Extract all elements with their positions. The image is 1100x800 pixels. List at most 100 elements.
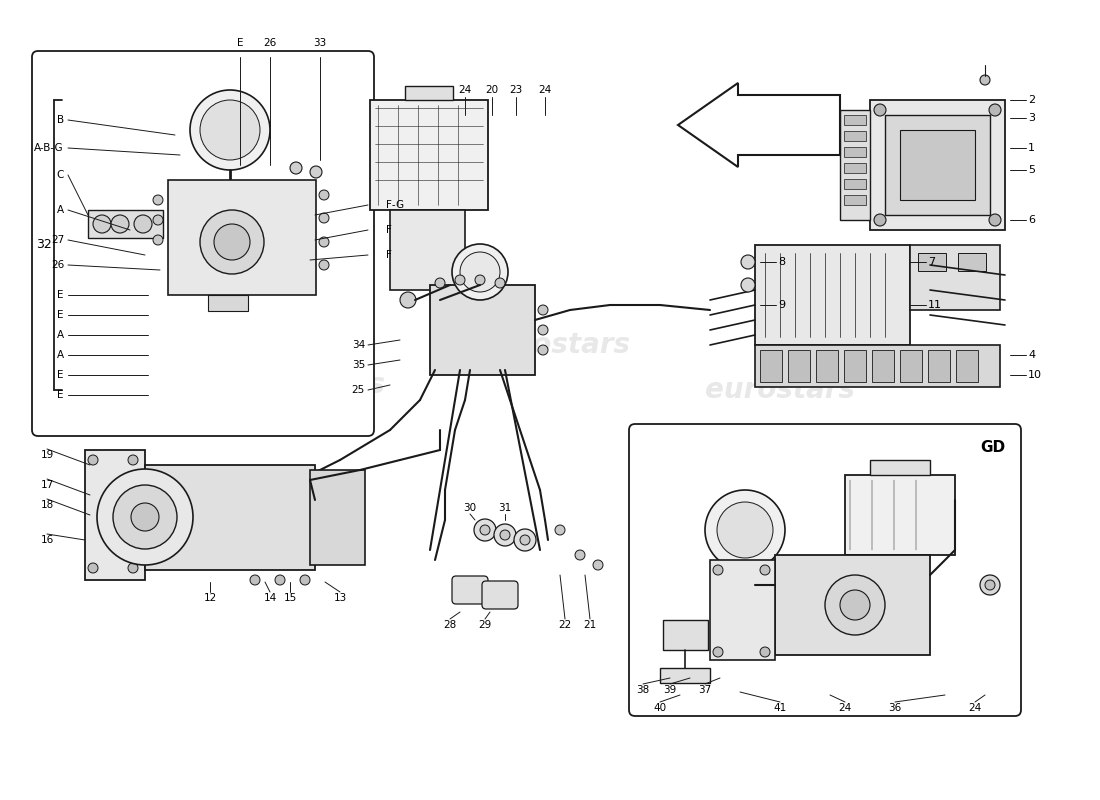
Text: 26: 26 [263,38,276,48]
Text: 10: 10 [1028,370,1042,380]
Circle shape [713,647,723,657]
Circle shape [520,535,530,545]
Bar [840,110,870,220]
Circle shape [495,278,505,288]
Text: B: B [57,115,64,125]
Text: 2: 2 [1028,95,1035,105]
Bar [710,560,776,660]
Text: 11: 11 [928,300,942,310]
Polygon shape [678,83,840,167]
Text: 30: 30 [463,503,476,513]
Text: 33: 33 [314,38,327,48]
Circle shape [989,214,1001,226]
Circle shape [317,521,333,537]
Bar [390,210,465,290]
Bar [844,195,866,205]
Circle shape [825,575,886,635]
Text: 6: 6 [1028,215,1035,225]
Circle shape [989,104,1001,116]
Circle shape [153,235,163,245]
Bar [727,588,763,606]
Circle shape [128,563,138,573]
Circle shape [874,214,886,226]
Circle shape [480,525,490,535]
Text: E: E [236,38,243,48]
Bar [900,350,922,382]
Circle shape [741,255,755,269]
Circle shape [760,565,770,575]
Bar [85,450,145,580]
Circle shape [741,278,755,292]
Bar [405,86,453,100]
Circle shape [275,575,285,585]
Circle shape [593,560,603,570]
Text: 16: 16 [41,535,54,545]
Bar [660,668,710,683]
Text: A: A [57,205,64,215]
Text: 34: 34 [352,340,365,350]
Text: C: C [56,170,64,180]
Circle shape [874,104,886,116]
Circle shape [713,565,723,575]
Text: 7: 7 [928,257,935,267]
Bar [910,245,1000,310]
Circle shape [434,278,446,288]
Circle shape [200,210,264,274]
Text: eurostars: eurostars [705,376,855,404]
Bar [870,100,1005,230]
Bar [212,190,248,208]
Circle shape [980,575,1000,595]
Bar [663,620,708,650]
Text: 19: 19 [41,450,54,460]
Circle shape [190,90,270,170]
FancyBboxPatch shape [482,581,518,609]
Text: A: A [57,330,64,340]
Bar [208,295,248,311]
Circle shape [134,215,152,233]
FancyBboxPatch shape [452,576,488,604]
Text: 28: 28 [443,620,456,630]
Text: 12: 12 [204,593,217,603]
Circle shape [97,469,192,565]
Text: eurostars: eurostars [235,371,385,399]
Text: 27: 27 [51,235,64,245]
Circle shape [474,519,496,541]
Bar [88,210,163,238]
Text: 17: 17 [41,480,54,490]
Circle shape [400,292,416,308]
Text: 24: 24 [538,85,551,95]
Text: 1: 1 [1028,143,1035,153]
Text: 14: 14 [263,593,276,603]
Circle shape [538,345,548,355]
Bar [755,245,910,345]
Bar [755,345,1000,387]
Text: 21: 21 [583,620,596,630]
Text: F-G: F-G [386,200,404,210]
Circle shape [319,213,329,223]
Circle shape [984,580,996,590]
Circle shape [88,563,98,573]
Circle shape [317,542,333,558]
Circle shape [131,503,160,531]
Text: 29: 29 [478,620,492,630]
Text: 32: 32 [36,238,52,251]
Text: 37: 37 [698,685,712,695]
Circle shape [153,195,163,205]
Text: 9: 9 [778,300,785,310]
Circle shape [94,215,111,233]
Text: 20: 20 [485,85,498,95]
Circle shape [538,325,548,335]
Circle shape [514,529,536,551]
Bar [844,115,866,125]
Text: 22: 22 [559,620,572,630]
Text: 26: 26 [51,260,64,270]
Bar [918,253,946,271]
Circle shape [500,530,510,540]
Bar [870,460,930,475]
Bar [956,350,978,382]
Text: 31: 31 [498,503,512,513]
Text: 18: 18 [41,500,54,510]
FancyBboxPatch shape [32,51,374,436]
Circle shape [705,490,785,570]
Text: 13: 13 [333,593,346,603]
